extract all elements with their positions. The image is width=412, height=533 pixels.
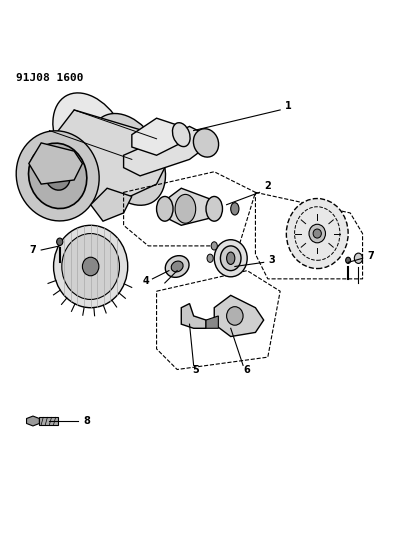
Ellipse shape	[286, 198, 348, 269]
Text: 7: 7	[368, 251, 374, 261]
Ellipse shape	[214, 240, 247, 277]
Ellipse shape	[227, 252, 235, 264]
Polygon shape	[26, 416, 40, 426]
Ellipse shape	[220, 246, 241, 271]
Text: 8: 8	[83, 416, 90, 426]
Ellipse shape	[171, 261, 183, 272]
Ellipse shape	[206, 197, 222, 221]
Text: 7: 7	[30, 245, 36, 255]
Polygon shape	[124, 126, 206, 176]
Text: 91J08 1600: 91J08 1600	[16, 73, 84, 83]
Ellipse shape	[313, 229, 321, 238]
Polygon shape	[132, 118, 181, 155]
Ellipse shape	[82, 257, 99, 276]
Polygon shape	[206, 316, 218, 328]
Ellipse shape	[28, 143, 87, 208]
Ellipse shape	[309, 224, 325, 243]
Text: 3: 3	[269, 255, 275, 265]
Polygon shape	[214, 295, 264, 336]
Ellipse shape	[165, 256, 189, 277]
Ellipse shape	[90, 114, 166, 205]
Text: 4: 4	[143, 276, 150, 286]
Ellipse shape	[62, 233, 119, 300]
Ellipse shape	[54, 225, 128, 308]
Polygon shape	[91, 188, 132, 221]
Polygon shape	[165, 188, 214, 225]
Ellipse shape	[173, 123, 190, 147]
Ellipse shape	[193, 128, 219, 157]
Text: 1: 1	[285, 101, 292, 111]
Text: 6: 6	[244, 365, 250, 375]
Ellipse shape	[354, 253, 363, 263]
Ellipse shape	[231, 203, 239, 215]
Ellipse shape	[57, 238, 63, 246]
Ellipse shape	[175, 195, 196, 223]
Ellipse shape	[157, 197, 173, 221]
Polygon shape	[181, 304, 206, 328]
Ellipse shape	[346, 257, 351, 263]
Polygon shape	[33, 110, 173, 209]
Ellipse shape	[227, 306, 243, 325]
Ellipse shape	[16, 131, 99, 221]
Text: 5: 5	[192, 365, 199, 375]
Text: 2: 2	[265, 181, 271, 191]
Ellipse shape	[45, 161, 70, 190]
Ellipse shape	[53, 93, 129, 184]
Polygon shape	[29, 143, 82, 184]
Ellipse shape	[207, 254, 213, 262]
Bar	[39, 417, 58, 425]
Ellipse shape	[211, 242, 218, 250]
